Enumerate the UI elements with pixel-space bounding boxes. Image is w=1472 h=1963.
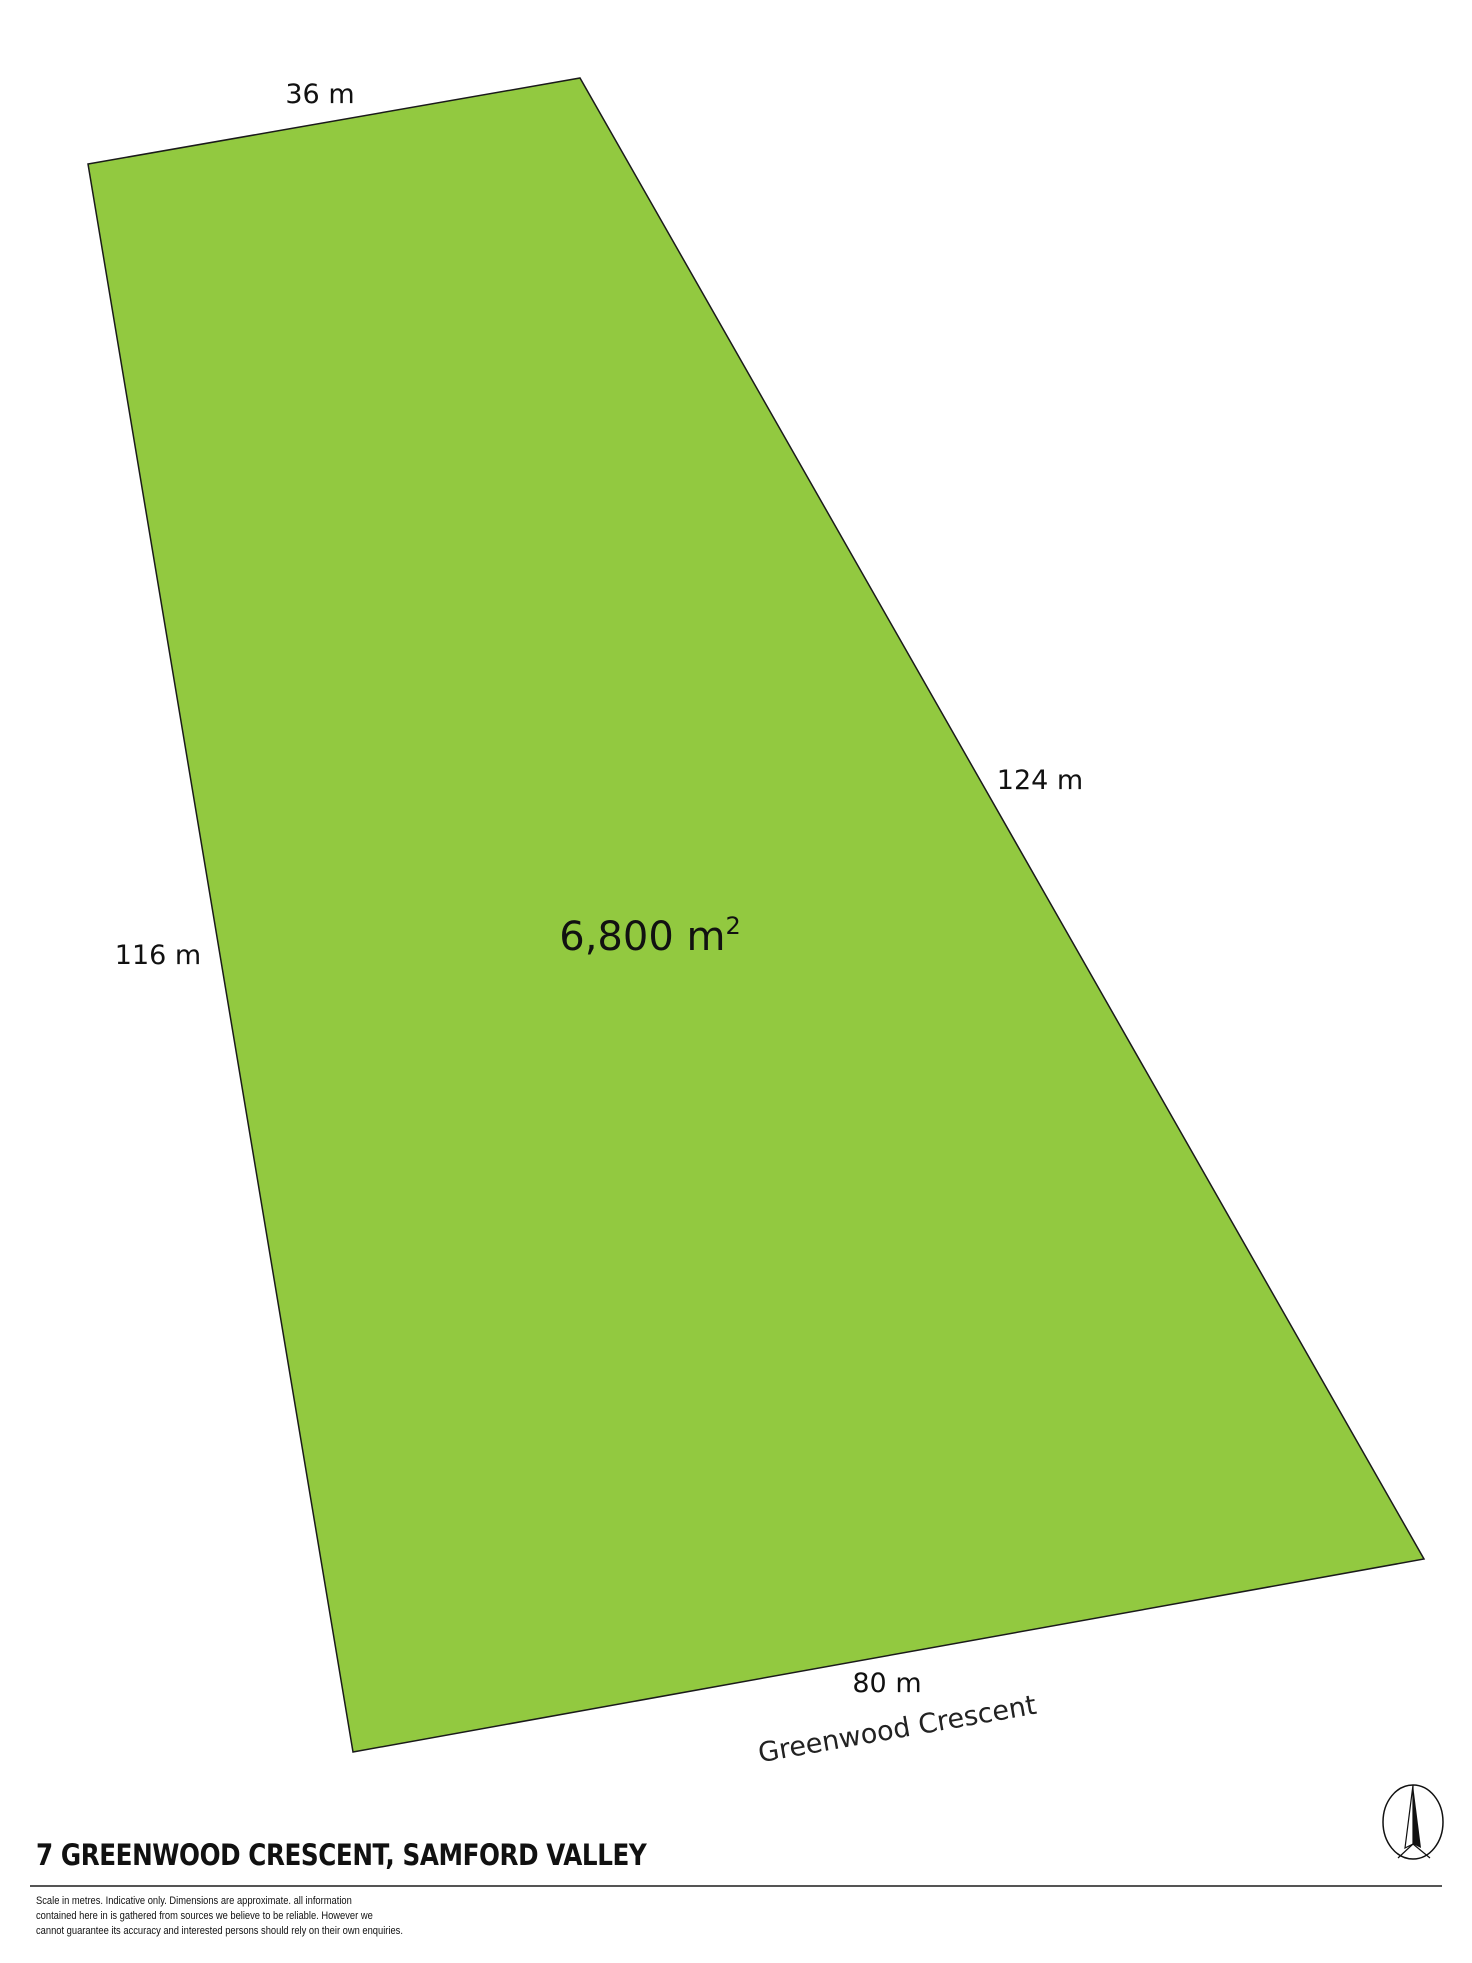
lot-boundary [87, 77, 1426, 1753]
dimension-right: 124 m [997, 765, 1083, 796]
area-superscript: 2 [725, 912, 740, 940]
lot-area: 6,800 m2 [559, 912, 740, 960]
dimension-left: 116 m [115, 940, 201, 971]
north-arrow-icon [1382, 1784, 1444, 1860]
dimension-top: 36 m [285, 79, 354, 110]
disclaimer-line: cannot guarantee its accuracy and intere… [36, 1925, 403, 1937]
area-value: 6,800 m [559, 914, 725, 960]
disclaimer-line: contained here in is gathered from sourc… [36, 1910, 373, 1922]
disclaimer: Scale in metres. Indicative only. Dimens… [36, 1894, 403, 1939]
footer-divider [30, 1885, 1442, 1887]
disclaimer-line: Scale in metres. Indicative only. Dimens… [36, 1895, 352, 1907]
street-name: Greenwood Crescent [756, 1690, 1039, 1769]
dimension-bottom: 80 m [852, 1668, 921, 1699]
property-address-title: 7 GREENWOOD CRESCENT, SAMFORD VALLEY [36, 1838, 647, 1872]
